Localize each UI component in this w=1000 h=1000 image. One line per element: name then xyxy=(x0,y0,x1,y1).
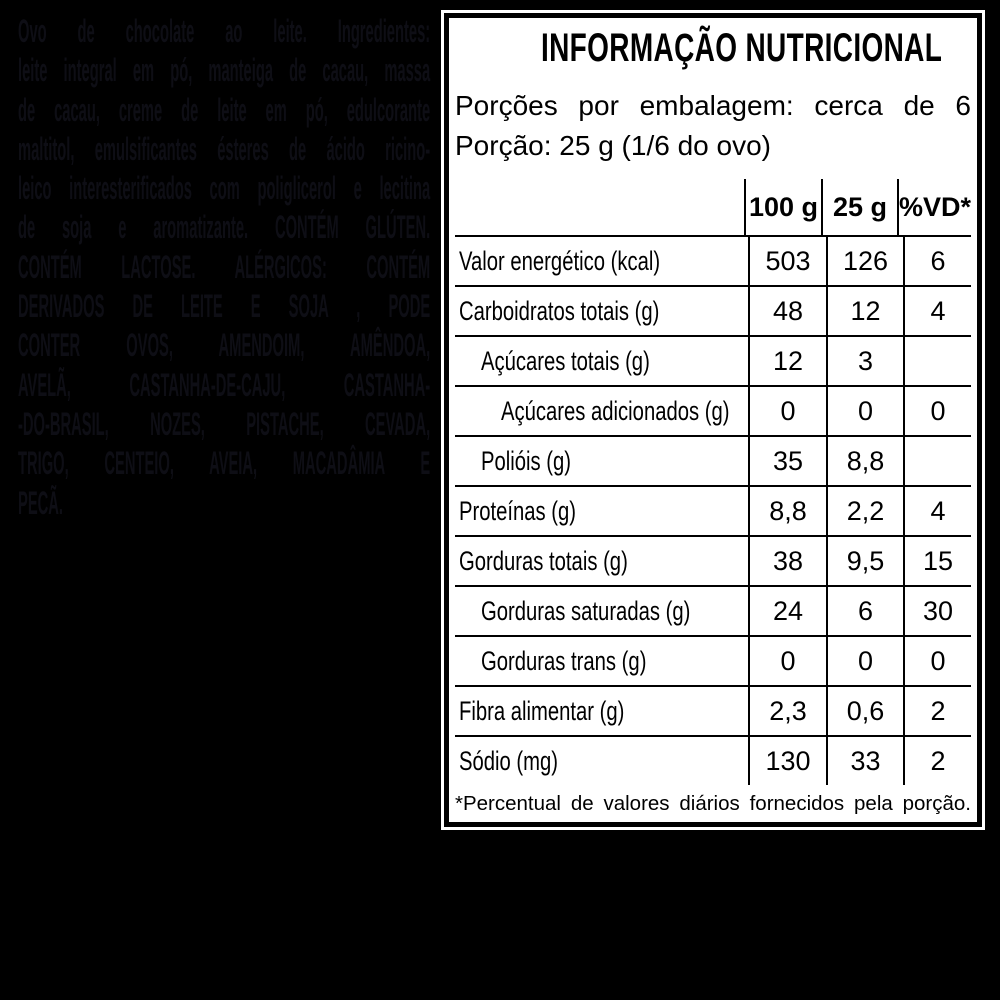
row-label: Gorduras totais (g) xyxy=(455,537,748,585)
ingredient-line: AVELÃ, CASTANHA-DE-CAJU, CASTANHA- xyxy=(18,366,431,403)
value-vd: 6 xyxy=(903,237,971,285)
panel-title-wrap: INFORMAÇÃO NUTRICIONAL xyxy=(455,18,971,70)
table-row: Fibra alimentar (g) 2,3 0,6 2 xyxy=(455,685,971,735)
row-label-text: Valor energético (kcal) xyxy=(459,245,661,276)
ingredients-text: Ovo de chocolate ao leite. Ingredientes:… xyxy=(18,12,430,523)
table-row: Gorduras totais (g) 38 9,5 15 xyxy=(455,535,971,585)
ingredient-line: de cacau, creme de leite em pó, edulcora… xyxy=(18,91,431,128)
ingredient-line: TRIGO, CENTEIO, AVEIA, MACADÂMIA E xyxy=(18,445,431,482)
ingredient-line: leico interesterificados com poliglicero… xyxy=(18,170,431,207)
value-25g: 3 xyxy=(826,337,903,385)
value-25g: 126 xyxy=(826,237,903,285)
portion-size: Porção: 25 g (1/6 do ovo) xyxy=(455,130,771,161)
value-25g: 12 xyxy=(826,287,903,335)
row-label: Açúcares adicionados (g) xyxy=(455,387,748,435)
table-header-row: 100 g 25 g %VD* xyxy=(455,179,971,235)
value-vd: 4 xyxy=(903,287,971,335)
ingredient-line: DERIVADOS DE LEITE E SOJA , PODE xyxy=(18,288,431,325)
value-25g: 0 xyxy=(826,637,903,685)
value-vd: 4 xyxy=(903,487,971,535)
row-label-text: Carboidratos totais (g) xyxy=(459,295,660,326)
value-25g: 2,2 xyxy=(826,487,903,535)
column-header-25g: 25 g xyxy=(820,179,897,235)
value-vd: 30 xyxy=(903,587,971,635)
value-25g: 0 xyxy=(826,387,903,435)
row-label: Gorduras trans (g) xyxy=(455,637,748,685)
value-100g: 8,8 xyxy=(748,487,826,535)
row-label: Açúcares totais (g) xyxy=(455,337,748,385)
value-vd: 0 xyxy=(903,637,971,685)
table-row: Valor energético (kcal) 503 126 6 xyxy=(455,235,971,285)
row-label-text: Sódio (mg) xyxy=(459,745,559,776)
row-label-text: Proteínas (g) xyxy=(459,495,577,526)
value-vd xyxy=(903,437,971,485)
nutrition-table: 100 g 25 g %VD* Valor energético (kcal) … xyxy=(455,179,971,785)
row-label-text: Fibra alimentar (g) xyxy=(459,695,625,726)
value-25g: 33 xyxy=(826,737,903,785)
value-100g: 130 xyxy=(748,737,826,785)
servings-per-package: Porções por embalagem: cerca de 6 xyxy=(455,90,971,121)
value-100g: 24 xyxy=(748,587,826,635)
row-label-text: Gorduras saturadas (g) xyxy=(481,595,691,626)
value-100g: 2,3 xyxy=(748,687,826,735)
nutrition-title: INFORMAÇÃO NUTRICIONAL xyxy=(540,26,943,70)
row-label: Carboidratos totais (g) xyxy=(455,287,748,335)
value-vd: 2 xyxy=(903,737,971,785)
row-label: Sódio (mg) xyxy=(455,737,748,785)
row-label: Polióis (g) xyxy=(455,437,748,485)
value-100g: 503 xyxy=(748,237,826,285)
value-25g: 8,8 xyxy=(826,437,903,485)
ingredient-line: maltitol, emulsificantes ésteres de ácid… xyxy=(18,130,431,167)
footnote: *Percentual de valores diários fornecido… xyxy=(455,792,971,815)
table-row: Sódio (mg) 130 33 2 xyxy=(455,735,971,785)
ingredient-line: Ovo de chocolate ao leite. Ingredientes: xyxy=(18,13,431,49)
ingredient-line: CONTER OVOS, AMENDOIM, AMÊNDOA, xyxy=(18,327,431,364)
ingredient-line: -DO-BRASIL, NOZES, PISTACHE, CEVADA, xyxy=(18,405,431,442)
row-label: Fibra alimentar (g) xyxy=(455,687,748,735)
row-label-text: Gorduras totais (g) xyxy=(459,545,628,576)
row-label-text: Açúcares totais (g) xyxy=(481,345,650,376)
value-100g: 35 xyxy=(748,437,826,485)
table-row: Polióis (g) 35 8,8 xyxy=(455,435,971,485)
row-label-text: Gorduras trans (g) xyxy=(481,645,647,676)
table-row: Gorduras trans (g) 0 0 0 xyxy=(455,635,971,685)
column-header-100g: 100 g xyxy=(744,179,821,235)
value-100g: 0 xyxy=(748,387,826,435)
row-label-text: Açúcares adicionados (g) xyxy=(501,395,730,426)
value-100g: 12 xyxy=(748,337,826,385)
value-vd: 15 xyxy=(903,537,971,585)
ingredient-line: leite integral em pó, manteiga de cacau,… xyxy=(18,52,431,89)
value-100g: 38 xyxy=(748,537,826,585)
row-label: Proteínas (g) xyxy=(455,487,748,535)
value-100g: 48 xyxy=(748,287,826,335)
row-label-text: Polióis (g) xyxy=(481,445,572,476)
ingredient-line: de soja e aromatizante. CONTÉM GLÚTEN. xyxy=(18,209,431,246)
value-100g: 0 xyxy=(748,637,826,685)
table-row: Açúcares adicionados (g) 0 0 0 xyxy=(455,385,971,435)
panel-border: INFORMAÇÃO NUTRICIONAL Porções por embal… xyxy=(444,13,982,827)
table-row: Proteínas (g) 8,8 2,2 4 xyxy=(455,485,971,535)
value-vd xyxy=(903,337,971,385)
ingredient-line: CONTÉM LACTOSE. ALÉRGICOS: CONTÉM xyxy=(18,248,431,285)
header-empty-cell xyxy=(455,179,744,235)
column-header-vd: %VD* xyxy=(896,179,971,235)
value-vd: 2 xyxy=(903,687,971,735)
table-row: Carboidratos totais (g) 48 12 4 xyxy=(455,285,971,335)
ingredient-line: PECÃ. xyxy=(18,484,63,521)
value-25g: 9,5 xyxy=(826,537,903,585)
nutrition-panel: INFORMAÇÃO NUTRICIONAL Porções por embal… xyxy=(441,10,985,830)
value-25g: 6 xyxy=(826,587,903,635)
table-row: Gorduras saturadas (g) 24 6 30 xyxy=(455,585,971,635)
value-vd: 0 xyxy=(903,387,971,435)
row-label: Gorduras saturadas (g) xyxy=(455,587,748,635)
row-label: Valor energético (kcal) xyxy=(455,237,748,285)
value-25g: 0,6 xyxy=(826,687,903,735)
table-row: Açúcares totais (g) 12 3 xyxy=(455,335,971,385)
